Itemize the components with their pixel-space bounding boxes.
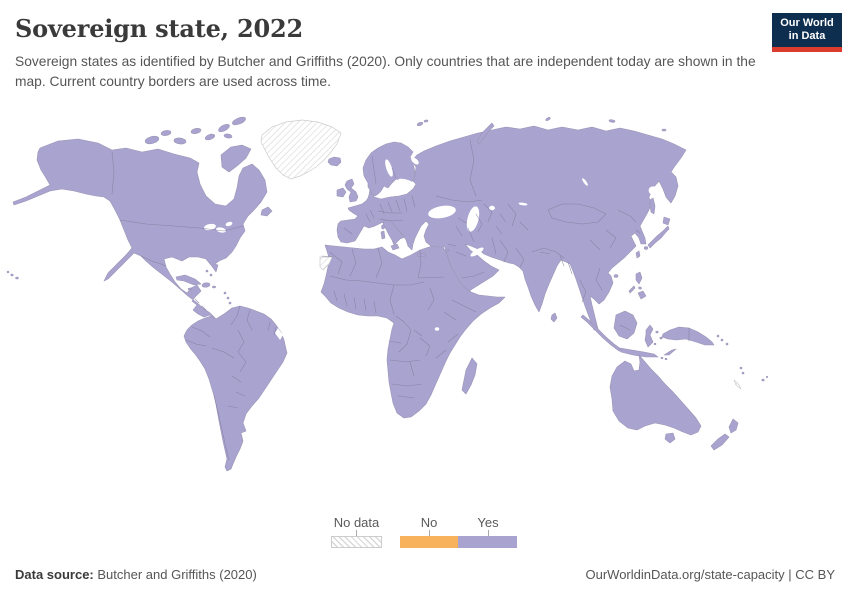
russian-arctic-islands	[416, 117, 667, 145]
owid-credit-link[interactable]: OurWorldinData.org/state-capacity | CC B…	[585, 567, 835, 582]
data-source-note: Data source: Butcher and Griffiths (2020…	[15, 567, 257, 582]
south-america[interactable]	[183, 305, 288, 472]
iceland[interactable]	[327, 156, 342, 167]
great-britain[interactable]	[344, 178, 359, 203]
french-guiana-region-no-data	[275, 328, 283, 340]
southeast-asia-islands	[580, 310, 769, 382]
new-caledonia-region-no-data[interactable]	[733, 379, 742, 390]
owid-logo-text: Our World in Data	[772, 13, 842, 47]
owid-logo[interactable]: Our World in Data	[772, 13, 842, 52]
legend-label-no-data: No data	[333, 515, 380, 530]
legend-swatch-no-data[interactable]	[331, 536, 382, 548]
page-subtitle: Sovereign states as identified by Butche…	[15, 54, 756, 89]
caribbean-islands	[175, 269, 232, 305]
east-asia-islands	[550, 197, 671, 323]
arctic-islands	[144, 116, 273, 217]
new-zealand-north[interactable]	[728, 418, 739, 434]
madagascar[interactable]	[461, 357, 478, 395]
western-sahara-region-no-data[interactable]	[319, 256, 333, 271]
australia[interactable]	[609, 354, 702, 436]
north-america[interactable]	[12, 138, 268, 320]
legend-tick-no	[429, 530, 430, 536]
new-zealand-south[interactable]	[710, 433, 730, 451]
owid-logo-accent-bar	[772, 47, 842, 52]
legend-tick-no-data	[356, 530, 357, 536]
legend-tick-yes	[488, 530, 489, 536]
legend-swatch-yes[interactable]	[458, 536, 517, 548]
tasmania[interactable]	[664, 432, 676, 444]
new-guinea	[661, 326, 715, 346]
legend-swatch-no[interactable]	[400, 536, 458, 548]
page-title: Sovereign state, 2022	[15, 14, 303, 43]
seas-and-lakes	[204, 157, 660, 331]
landmasses[interactable]	[6, 116, 769, 472]
greenland-region-no-data[interactable]	[260, 119, 342, 180]
legend-label-no: No	[420, 515, 438, 530]
ireland[interactable]	[336, 187, 347, 198]
data-source-value: Butcher and Griffiths (2020)	[93, 567, 257, 582]
legend-label-yes: Yes	[477, 515, 499, 530]
italy[interactable]	[382, 219, 406, 246]
hawaii-islands	[6, 270, 19, 280]
data-source-label: Data source:	[15, 567, 94, 582]
country-borders	[111, 139, 690, 461]
